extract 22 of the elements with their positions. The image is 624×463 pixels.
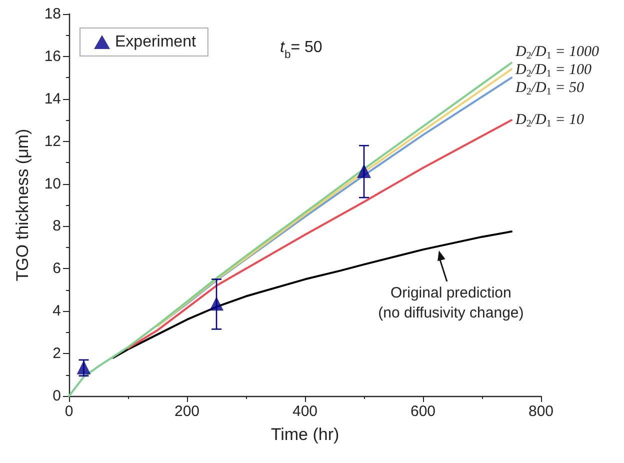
y-tick-label: 6	[52, 260, 61, 278]
y-tick-label: 12	[44, 132, 61, 150]
point	[210, 296, 224, 311]
point	[357, 164, 371, 178]
y-tick-label: 18	[44, 6, 61, 22]
y-tick-label: 14	[44, 90, 61, 108]
y-tick-label: 8	[52, 218, 61, 235]
y-axis-title: TGO thickness (μm)	[13, 128, 32, 282]
x-tick-label: 0	[64, 403, 74, 420]
x-tick-label: 200	[174, 403, 200, 420]
y-tick-label: 4	[52, 302, 61, 320]
x-tick-label: 600	[410, 403, 436, 420]
legend-label: Experiment	[115, 34, 196, 50]
x-axis-title: Time (hr)	[270, 425, 340, 444]
annotation: t$_{b}$= 50	[280, 39, 322, 61]
annotation: Original prediction (no diffusivity change)	[378, 284, 524, 322]
y-tick-label: 0	[52, 388, 61, 404]
y-tick-label: 2	[52, 345, 61, 362]
y-tick-label: 16	[44, 48, 61, 65]
y-tick-label: 10	[44, 175, 61, 192]
x-tick-label: 400	[292, 403, 318, 420]
x-tick-label: 800	[528, 403, 554, 420]
